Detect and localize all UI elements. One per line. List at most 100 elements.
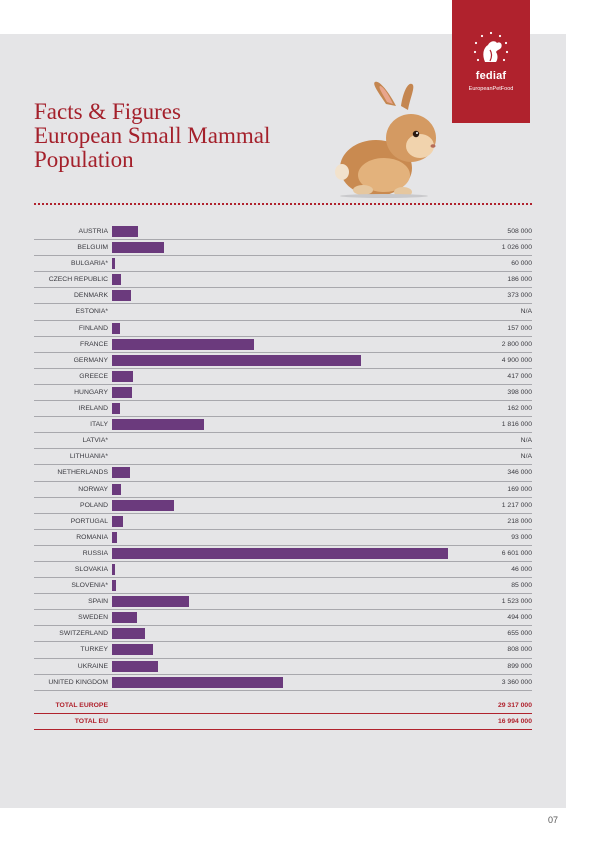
data-bar xyxy=(112,403,121,415)
category-label: GERMANY xyxy=(73,356,108,364)
chart-row: DENMARK 373 000 xyxy=(34,288,532,305)
category-label: ITALY xyxy=(90,421,108,429)
value-label: 899 000 xyxy=(507,662,532,670)
totals-section: TOTAL EUROPE 29 317 000 TOTAL EU 16 994 000 xyxy=(34,698,532,730)
value-label: N/A xyxy=(520,453,532,461)
category-label: BULGARIA* xyxy=(70,260,108,268)
total-divider xyxy=(34,729,532,730)
value-label: 93 000 xyxy=(511,533,532,541)
logo-subtitle: EuropeanPetFood xyxy=(468,86,514,92)
chart-row: LITHUANIA* N/A xyxy=(34,449,532,466)
value-label: 162 000 xyxy=(507,405,532,413)
category-label: NETHERLANDS xyxy=(57,469,108,477)
value-label: 85 000 xyxy=(511,582,532,590)
category-label: GREECE xyxy=(79,372,108,380)
chart-row: UNITED KINGDOM 3 360 000 xyxy=(34,675,532,691)
category-label: AUSTRIA xyxy=(78,228,108,235)
category-label: LATVIA* xyxy=(82,437,108,445)
chart-row: IRELAND 162 000 xyxy=(34,401,532,418)
chart-row: SLOVENIA* 85 000 xyxy=(34,578,532,595)
row-divider xyxy=(34,496,532,498)
data-bar xyxy=(112,226,138,237)
total-divider xyxy=(34,713,532,714)
chart-row: BULGARIA* 60 000 xyxy=(34,256,532,273)
row-divider xyxy=(34,593,532,595)
fediaf-logo: fediaf EuropeanPetFood xyxy=(452,0,530,123)
data-bar xyxy=(112,258,116,270)
value-label: 655 000 xyxy=(507,630,532,638)
row-divider xyxy=(34,480,532,482)
chart-row: PORTUGAL 218 000 xyxy=(34,514,532,530)
row-divider xyxy=(34,625,532,627)
row-divider xyxy=(34,544,532,546)
chart-row: BELGUIM 1 026 000 xyxy=(34,240,532,257)
row-divider xyxy=(34,303,532,305)
category-label: ROMANIA xyxy=(76,533,108,541)
category-label: CZECH REPUBLIC xyxy=(48,276,108,284)
chart-row: SLOVAKIA 46 000 xyxy=(34,562,532,579)
value-label: 4 900 000 xyxy=(501,356,532,364)
row-divider xyxy=(34,641,532,643)
category-label: ESTONIA* xyxy=(75,308,108,316)
row-divider xyxy=(34,255,532,257)
total-value: 16 994 000 xyxy=(497,718,532,725)
chart-row: FRANCE 2 800 000 xyxy=(34,337,532,353)
chart-row: FINLAND 157 000 xyxy=(34,321,532,337)
title-line-1: Facts & Figures xyxy=(34,99,181,124)
data-bar xyxy=(112,322,120,334)
value-label: 1 217 000 xyxy=(501,501,532,509)
data-bar xyxy=(112,419,205,431)
row-divider xyxy=(34,416,532,418)
title-line-3: Population xyxy=(34,147,134,172)
chart-row: AUSTRIA 508 000 xyxy=(34,224,532,241)
category-label: HUNGARY xyxy=(74,388,108,396)
value-label: 508 000 xyxy=(507,228,532,235)
value-label: 1 816 000 xyxy=(501,421,532,429)
category-label: SLOVAKIA xyxy=(74,565,108,573)
chart-row: GREECE 417 000 xyxy=(34,369,532,385)
chart-row: RUSSIA 6 601 000 xyxy=(34,546,532,562)
data-bar xyxy=(112,274,122,286)
category-label: DENMARK xyxy=(74,292,108,300)
total-label: TOTAL EU xyxy=(74,718,108,725)
value-label: 157 000 xyxy=(507,324,532,332)
category-label: POLAND xyxy=(80,501,108,509)
row-divider xyxy=(34,239,532,241)
dotted-divider xyxy=(34,203,532,205)
data-bar xyxy=(112,370,134,382)
value-label: 398 000 xyxy=(507,388,532,396)
value-label: 373 000 xyxy=(507,292,532,300)
total-row: TOTAL EU 16 994 000 xyxy=(34,714,532,730)
data-bar xyxy=(112,612,138,624)
value-label: 46 000 xyxy=(511,565,532,573)
value-label: 3 360 000 xyxy=(501,678,532,686)
category-label: IRELAND xyxy=(78,405,108,413)
row-divider xyxy=(34,673,532,675)
row-divider xyxy=(34,400,532,402)
dog-cat-silhouette-icon xyxy=(473,31,509,62)
row-divider xyxy=(34,319,532,321)
row-divider xyxy=(34,383,532,385)
small-mammal-population-chart: AUSTRIA 508 000 BELGUIM 1 026 000 BULGARIA* 6… xyxy=(34,224,532,691)
category-label: FINLAND xyxy=(78,324,108,332)
value-label: 494 000 xyxy=(507,614,532,622)
content-panel xyxy=(0,34,566,808)
row-divider xyxy=(34,609,532,611)
data-bar xyxy=(112,515,124,527)
data-bar xyxy=(112,290,131,302)
chart-row: ESTONIA* N/A xyxy=(34,304,532,321)
value-label: 1 523 000 xyxy=(501,598,532,606)
category-label: UKRAINE xyxy=(77,662,108,670)
value-label: 808 000 xyxy=(507,646,532,654)
value-label: 2 800 000 xyxy=(501,340,532,348)
row-divider xyxy=(34,464,532,466)
data-bar xyxy=(112,531,117,543)
data-bar xyxy=(112,499,174,511)
page-title: Facts & Figures European Small Mammal Po… xyxy=(34,100,270,172)
value-label: 6 601 000 xyxy=(501,549,532,557)
value-label: 169 000 xyxy=(507,485,532,493)
data-bar xyxy=(112,483,121,495)
category-label: LITHUANIA* xyxy=(69,453,108,461)
chart-row: ITALY 1 816 000 xyxy=(34,417,532,434)
row-divider xyxy=(34,689,532,691)
